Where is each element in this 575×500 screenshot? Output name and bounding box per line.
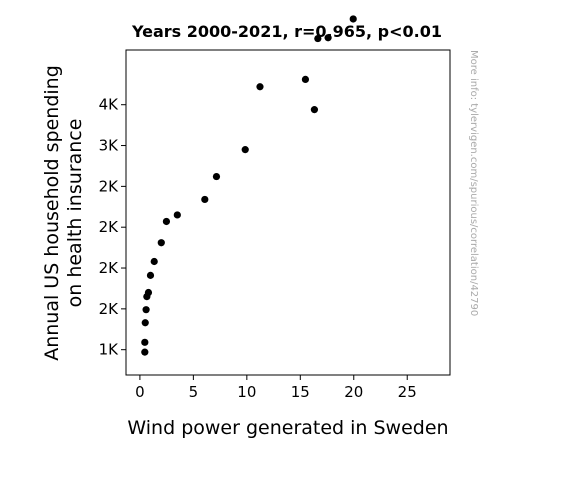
y-tick-label: 4K <box>99 96 120 114</box>
chart-title: Years 2000-2021, r=0.965, p<0.01 <box>131 22 442 41</box>
source-watermark-text: More info: tylervigen.com/spurious/corre… <box>468 50 479 316</box>
y-tick-label: 2K <box>99 218 120 236</box>
data-point <box>241 146 249 154</box>
x-tick-label: 10 <box>237 383 256 401</box>
plot-area <box>125 49 451 376</box>
data-point <box>141 348 149 356</box>
data-point <box>201 195 209 204</box>
data-point <box>144 288 153 297</box>
x-tick-label: 5 <box>189 383 199 401</box>
data-point <box>146 271 155 279</box>
y-tick-label: 3K <box>99 137 120 155</box>
data-point <box>142 306 150 314</box>
data-point <box>349 15 357 23</box>
x-tick-label: 20 <box>344 383 363 401</box>
data-point <box>162 217 171 226</box>
data-point <box>256 83 264 91</box>
y-axis: 1K 2K 2K 2K 2K 3K 4K <box>99 96 126 359</box>
data-point <box>141 319 149 327</box>
source-watermark: More info: tylervigen.com/spurious/corre… <box>468 50 479 316</box>
data-point <box>310 106 319 114</box>
y-axis-label-line-1: Annual US household spending <box>41 65 63 361</box>
data-points <box>141 15 357 356</box>
data-point <box>212 172 221 181</box>
data-point <box>157 239 165 247</box>
y-tick-label: 2K <box>99 177 120 195</box>
data-point <box>173 211 181 219</box>
x-tick-label: 0 <box>135 383 145 401</box>
x-axis-label: Wind power generated in Sweden <box>127 417 448 439</box>
data-point <box>141 338 149 346</box>
x-tick-label: 15 <box>291 383 310 401</box>
data-point <box>314 34 322 43</box>
y-tick-label: 1K <box>99 341 120 359</box>
y-tick-label: 2K <box>99 259 120 277</box>
y-axis-label-line-2: on health insurance <box>64 119 86 308</box>
x-axis: 0 5 10 15 20 25 <box>135 375 417 401</box>
data-point <box>324 34 332 42</box>
y-tick-label: 2K <box>99 300 120 318</box>
y-axis-label: Annual US household spending on health i… <box>41 65 86 361</box>
x-tick-label: 25 <box>398 383 417 401</box>
data-point <box>150 257 158 266</box>
data-point <box>301 75 310 83</box>
